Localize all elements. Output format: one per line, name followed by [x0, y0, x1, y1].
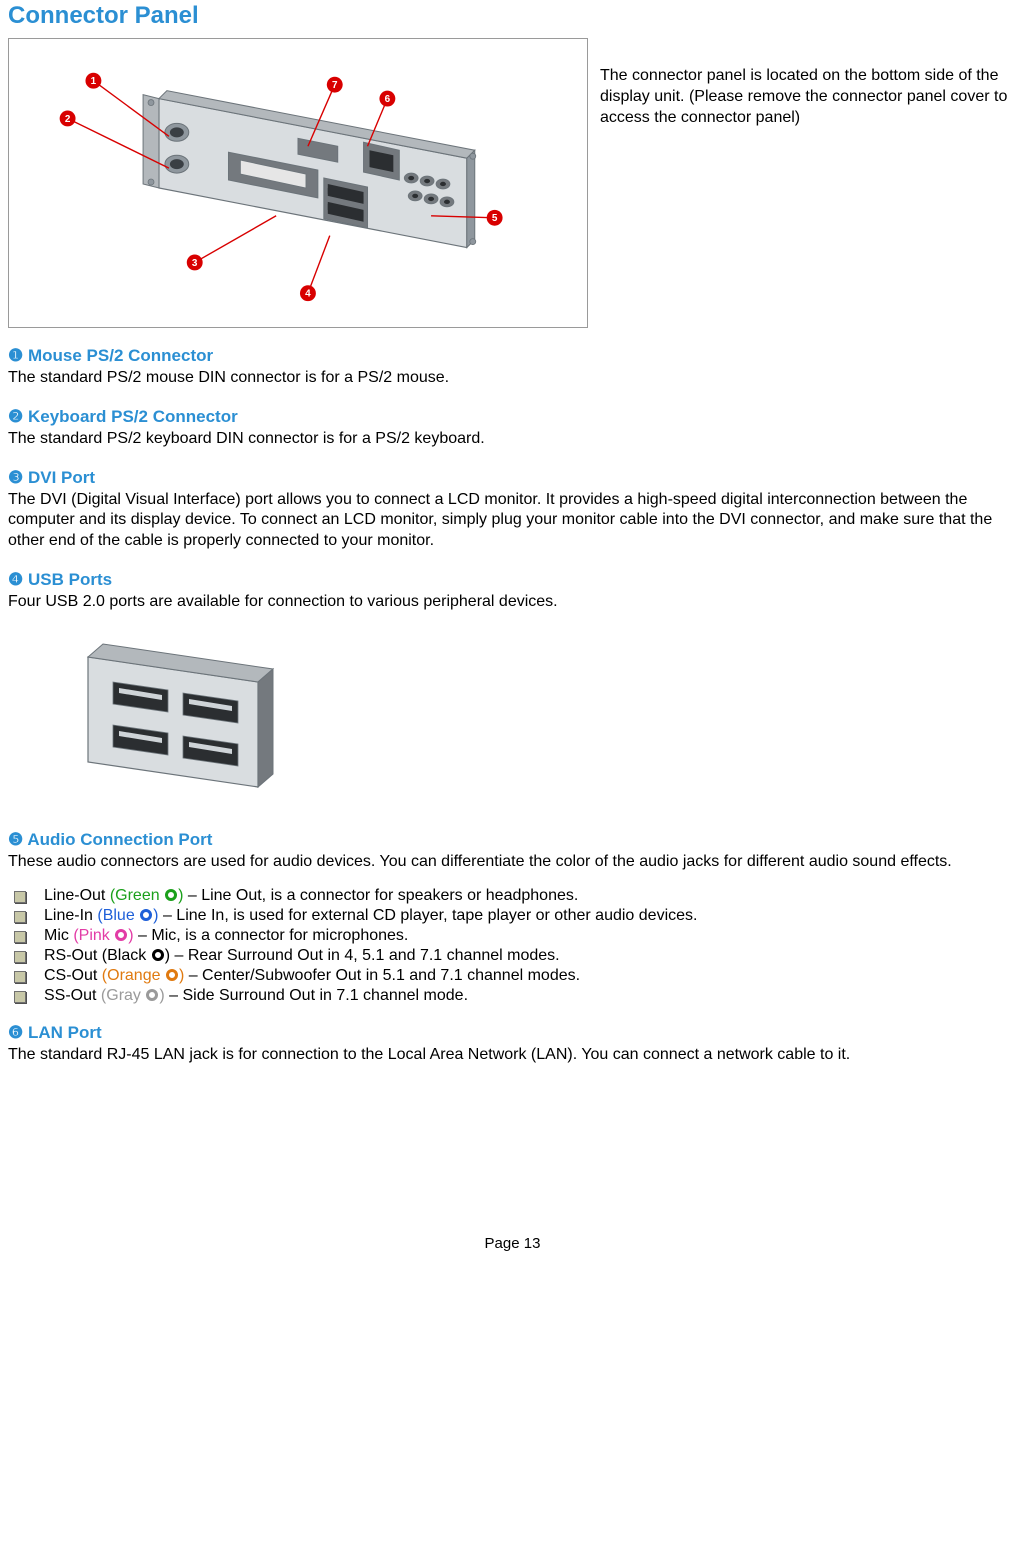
- audio-color: (Pink: [73, 927, 114, 944]
- svg-text:4: 4: [305, 289, 311, 300]
- section-head-dvi: ❸ DVI Port: [8, 468, 1017, 488]
- svg-text:3: 3: [192, 258, 198, 269]
- bullet-icon: [14, 891, 26, 903]
- audio-item: Line-Out (Green ) – Line Out, is a conne…: [14, 887, 1017, 905]
- body-6: The standard RJ-45 LAN jack is for conne…: [8, 1045, 1017, 1066]
- audio-item: Mic (Pink ) – Mic, is a connector for mi…: [14, 927, 1017, 945]
- num-2: ❷: [8, 407, 23, 426]
- audio-color: (Blue: [97, 907, 139, 924]
- audio-item-desc: – Line In, is used for external CD playe…: [159, 907, 698, 924]
- head-3: DVI Port: [28, 468, 95, 487]
- audio-ring-icon: [115, 929, 127, 941]
- head-5: Audio Connection Port: [27, 830, 212, 849]
- audio-item-text: Line-Out (Green ) – Line Out, is a conne…: [44, 887, 578, 905]
- section-head-lan: ❻ LAN Port: [8, 1023, 1017, 1043]
- svg-text:5: 5: [492, 213, 498, 224]
- audio-ring-icon: [166, 969, 178, 981]
- audio-item-label: RS-Out: [44, 947, 97, 964]
- head-6: LAN Port: [28, 1023, 102, 1042]
- aside-text: The connector panel is located on the bo…: [600, 38, 1017, 128]
- audio-item: RS-Out (Black ) – Rear Surround Out in 4…: [14, 947, 1017, 965]
- section-head-mouse: ❶ Mouse PS/2 Connector: [8, 346, 1017, 366]
- head-2: Keyboard PS/2 Connector: [28, 407, 238, 426]
- audio-item: SS-Out (Gray ) – Side Surround Out in 7.…: [14, 987, 1017, 1005]
- audio-item-desc: – Line Out, is a connector for speakers …: [183, 887, 578, 904]
- body-3: The DVI (Digital Visual Interface) port …: [8, 490, 1017, 552]
- audio-color: (Orange: [102, 967, 165, 984]
- body-2: The standard PS/2 keyboard DIN connector…: [8, 429, 1017, 450]
- num-6: ❻: [8, 1023, 23, 1042]
- audio-color: (Black: [102, 947, 151, 964]
- num-1: ❶: [8, 346, 23, 365]
- panel-diagram: 1 2 3 4 5 6 7: [8, 38, 588, 328]
- page-number: Page 13: [8, 1235, 1017, 1266]
- svg-text:7: 7: [332, 80, 338, 91]
- audio-item-text: CS-Out (Orange ) – Center/Subwoofer Out …: [44, 967, 580, 985]
- audio-item-label: CS-Out: [44, 967, 97, 984]
- audio-item-text: Line-In (Blue ) – Line In, is used for e…: [44, 907, 697, 925]
- svg-text:6: 6: [385, 94, 391, 105]
- body-4: Four USB 2.0 ports are available for con…: [8, 592, 1017, 613]
- audio-item-desc: – Mic, is a connector for microphones.: [134, 927, 409, 944]
- top-row: 1 2 3 4 5 6 7 The connector panel is located o…: [8, 38, 1017, 328]
- section-head-audio: ❺ Audio Connection Port: [8, 830, 1017, 850]
- audio-item-label: Mic: [44, 927, 69, 944]
- section-head-usb: ❹ USB Ports: [8, 570, 1017, 590]
- head-4: USB Ports: [28, 570, 112, 589]
- audio-ring-icon: [152, 949, 164, 961]
- audio-color: (Green: [110, 887, 164, 904]
- audio-item: CS-Out (Orange ) – Center/Subwoofer Out …: [14, 967, 1017, 985]
- audio-item-desc: – Center/Subwoofer Out in 5.1 and 7.1 ch…: [184, 967, 580, 984]
- section-head-keyboard: ❷ Keyboard PS/2 Connector: [8, 407, 1017, 427]
- svg-text:2: 2: [65, 114, 71, 125]
- bullet-icon: [14, 991, 26, 1003]
- audio-item-text: RS-Out (Black ) – Rear Surround Out in 4…: [44, 947, 560, 965]
- audio-item-text: Mic (Pink ) – Mic, is a connector for mi…: [44, 927, 408, 945]
- body-1: The standard PS/2 mouse DIN connector is…: [8, 368, 1017, 389]
- num-4: ❹: [8, 570, 23, 589]
- usb-figure-svg: [18, 627, 338, 807]
- audio-item-label: Line-Out: [44, 887, 105, 904]
- svg-text:1: 1: [91, 76, 97, 87]
- audio-list: Line-Out (Green ) – Line Out, is a conne…: [8, 887, 1017, 1005]
- num-3: ❸: [8, 468, 23, 487]
- audio-item: Line-In (Blue ) – Line In, is used for e…: [14, 907, 1017, 925]
- bullet-icon: [14, 971, 26, 983]
- audio-ring-icon: [165, 889, 177, 901]
- bullet-icon: [14, 951, 26, 963]
- audio-item-label: SS-Out: [44, 987, 96, 1004]
- audio-item-label: Line-In: [44, 907, 93, 924]
- audio-item-text: SS-Out (Gray ) – Side Surround Out in 7.…: [44, 987, 468, 1005]
- usb-figure: [18, 627, 1017, 812]
- panel-diagram-svg: 1 2 3 4 5 6 7: [9, 39, 587, 327]
- audio-ring-icon: [140, 909, 152, 921]
- audio-item-desc: – Side Surround Out in 7.1 channel mode.: [165, 987, 468, 1004]
- bullet-icon: [14, 931, 26, 943]
- body-5: These audio connectors are used for audi…: [8, 852, 1017, 873]
- page-title: Connector Panel: [8, 2, 1017, 30]
- bullet-icon: [14, 911, 26, 923]
- audio-color: (Gray: [101, 987, 145, 1004]
- head-1: Mouse PS/2 Connector: [28, 346, 213, 365]
- num-5: ❺: [8, 830, 23, 849]
- audio-item-desc: – Rear Surround Out in 4, 5.1 and 7.1 ch…: [170, 947, 560, 964]
- audio-ring-icon: [146, 989, 158, 1001]
